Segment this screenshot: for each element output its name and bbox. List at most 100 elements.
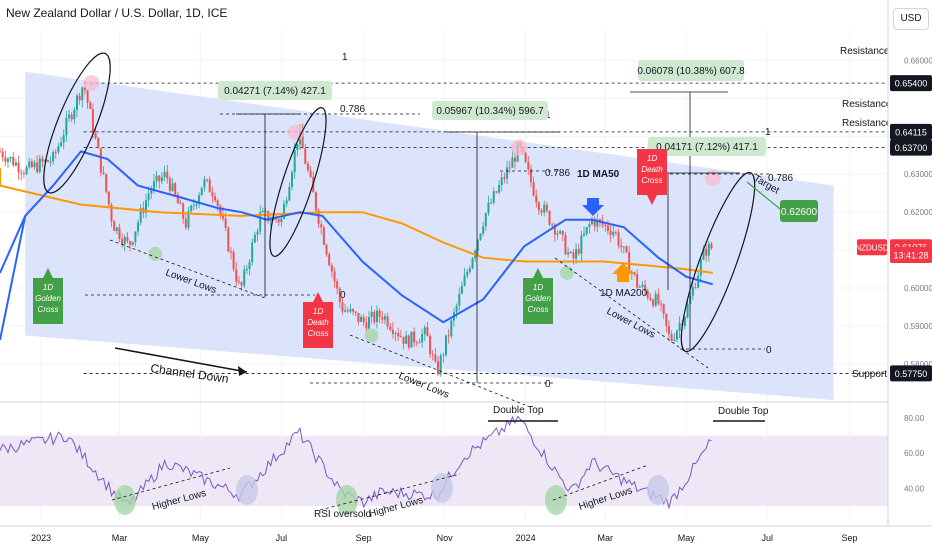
candle-body (206, 179, 209, 181)
candle-body (362, 317, 365, 323)
time-tick: Sep (356, 533, 372, 543)
symbol-tag-bg (857, 239, 887, 256)
candle-body (577, 249, 580, 254)
candle-body (280, 218, 283, 223)
candle-body (397, 333, 400, 337)
fib-label: 0.786 (340, 104, 365, 115)
candle-body (375, 310, 378, 322)
candle-body (561, 230, 564, 235)
candle-body (75, 95, 78, 110)
candle-body (70, 114, 73, 120)
measure-label-box (648, 137, 766, 156)
candle-body (293, 150, 296, 173)
ma200-label: 1D MA200 (600, 288, 648, 299)
candle-body (391, 329, 394, 334)
candle-body (588, 224, 591, 228)
measure-label-box (432, 101, 548, 120)
candle-body (670, 334, 673, 341)
golden-cross-label-flag (33, 268, 63, 324)
price-tag: 0.64115 (895, 127, 927, 137)
candle-body (564, 234, 567, 255)
death-cross-label: Cross (642, 176, 663, 185)
double-top-label: Double Top (718, 406, 769, 417)
candle-body (429, 336, 432, 355)
fib-label: 1 (765, 127, 771, 138)
candle-body (598, 219, 601, 221)
price-tick: 0.62000 (904, 208, 932, 217)
candle-body (697, 275, 700, 288)
candle-body (73, 109, 76, 120)
candle-body (224, 218, 227, 228)
candle-body (110, 204, 113, 222)
rsi-marker (545, 485, 567, 515)
currency-button[interactable]: USD (893, 8, 929, 30)
candle-body (405, 335, 408, 344)
candle-body (158, 175, 161, 182)
candle-body (349, 309, 352, 312)
candle-body (415, 342, 418, 344)
rsi-tick: 80.00 (904, 414, 925, 423)
candle-body (182, 203, 185, 219)
candle-body (399, 336, 402, 338)
top-marker (704, 170, 721, 186)
candle-body (500, 177, 503, 185)
candle-body (107, 191, 110, 205)
candle-body (529, 168, 532, 183)
rsi-tick: 40.00 (904, 484, 925, 493)
golden-cross-label: Golden (35, 294, 61, 303)
candle-body (439, 355, 442, 374)
candle-body (591, 218, 593, 225)
candle-body (357, 312, 360, 322)
golden-cross-label: Cross (38, 305, 59, 314)
candle-body (285, 200, 288, 204)
candle-body (301, 130, 304, 149)
candle-body (612, 231, 615, 236)
candle-body (118, 227, 121, 239)
candle-body (259, 212, 262, 232)
candle-body (707, 243, 710, 256)
candle-body (68, 114, 71, 118)
candle-body (705, 248, 708, 256)
candle-body (683, 317, 686, 326)
death-cross-label: 1D (647, 154, 657, 163)
candle-body (192, 205, 195, 207)
price-tag-bg (890, 123, 932, 140)
candle-body (166, 171, 169, 179)
candle-body (187, 210, 190, 228)
candle-body (283, 203, 286, 219)
candle-body (179, 203, 182, 205)
candle-body (524, 152, 527, 163)
price-tag: 13:41:28 (893, 251, 928, 261)
candle-body (54, 152, 57, 154)
candle-body (145, 200, 148, 213)
rsi-marker (336, 485, 358, 515)
candle-body (652, 299, 655, 306)
top-marker (510, 139, 527, 156)
candle-body (325, 244, 328, 255)
candle-body (22, 173, 25, 175)
candle-body (333, 271, 336, 282)
low-marker (559, 265, 574, 280)
candle-body (60, 142, 63, 147)
candle-body (492, 191, 495, 203)
candle-body (102, 172, 105, 174)
candle-body (484, 213, 487, 227)
candle-body (296, 144, 299, 151)
candle-body (503, 177, 506, 179)
lower-lows-trendline (349, 334, 526, 406)
candle-body (320, 224, 323, 228)
candle-body (636, 274, 639, 288)
ellipse-outline (43, 52, 111, 194)
candle-body (330, 265, 333, 272)
price-scale-bg (888, 0, 932, 550)
rsi-marker (431, 473, 453, 503)
candle-body (229, 251, 232, 253)
candle-body (203, 179, 206, 188)
candle-body (6, 158, 9, 162)
candle-body (622, 246, 625, 248)
candle-body (662, 304, 665, 314)
candle-body (431, 354, 434, 356)
rsi-tick: 60.00 (904, 449, 925, 458)
candle-body (479, 233, 482, 240)
